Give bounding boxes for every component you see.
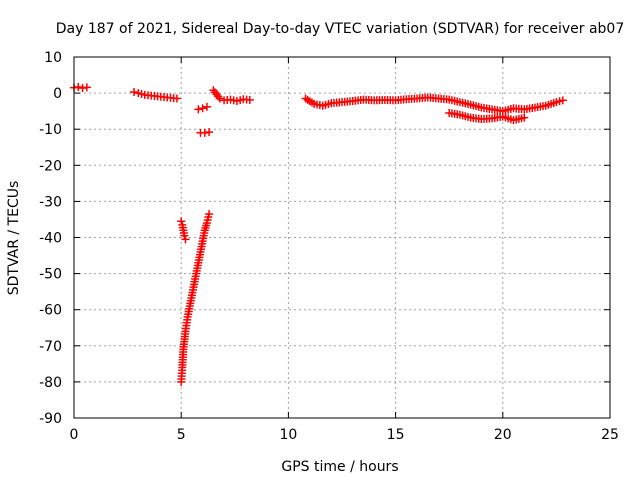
y-axis-label: SDTVAR / TECUs: [6, 181, 22, 296]
x-tick-label: 0: [70, 427, 79, 443]
data-point: [202, 102, 211, 111]
data-point: [130, 88, 139, 97]
y-tick-label: -30: [39, 194, 62, 210]
data-point: [172, 94, 181, 103]
y-tick-label: -70: [39, 339, 62, 355]
x-axis-label: GPS time / hours: [281, 459, 398, 475]
data-point: [558, 96, 567, 105]
data-point: [520, 113, 529, 122]
y-tick-label: -50: [39, 267, 62, 283]
x-tick-label: 25: [601, 427, 619, 443]
data-point: [245, 95, 254, 104]
y-tick-label: -60: [39, 303, 62, 319]
data-markers: [70, 82, 567, 386]
data-point: [205, 210, 214, 219]
y-tick-label: -20: [39, 158, 62, 174]
grid-layer: [74, 57, 610, 418]
x-tick-label: 5: [177, 427, 186, 443]
y-tick-label: -80: [39, 375, 62, 391]
y-tick-label: -40: [39, 231, 62, 247]
chart-title: Day 187 of 2021, Sidereal Day-to-day VTE…: [56, 21, 625, 37]
data-point: [205, 128, 214, 137]
data-point: [181, 235, 190, 244]
data-point: [215, 94, 224, 103]
data-point: [74, 82, 83, 91]
data-point: [82, 83, 91, 92]
data-point: [194, 105, 203, 114]
y-tick-label: 10: [44, 50, 62, 66]
plot-border: [73, 56, 611, 419]
x-tick-label: 10: [279, 427, 297, 443]
x-tick-label: 15: [387, 427, 405, 443]
y-tick-label: -90: [39, 411, 62, 427]
y-tick-label: 0: [53, 86, 62, 102]
data-point: [180, 231, 189, 240]
data-point: [198, 104, 207, 113]
data-point: [177, 217, 186, 226]
y-tick-label: -10: [39, 122, 62, 138]
x-tick-label: 20: [494, 427, 512, 443]
